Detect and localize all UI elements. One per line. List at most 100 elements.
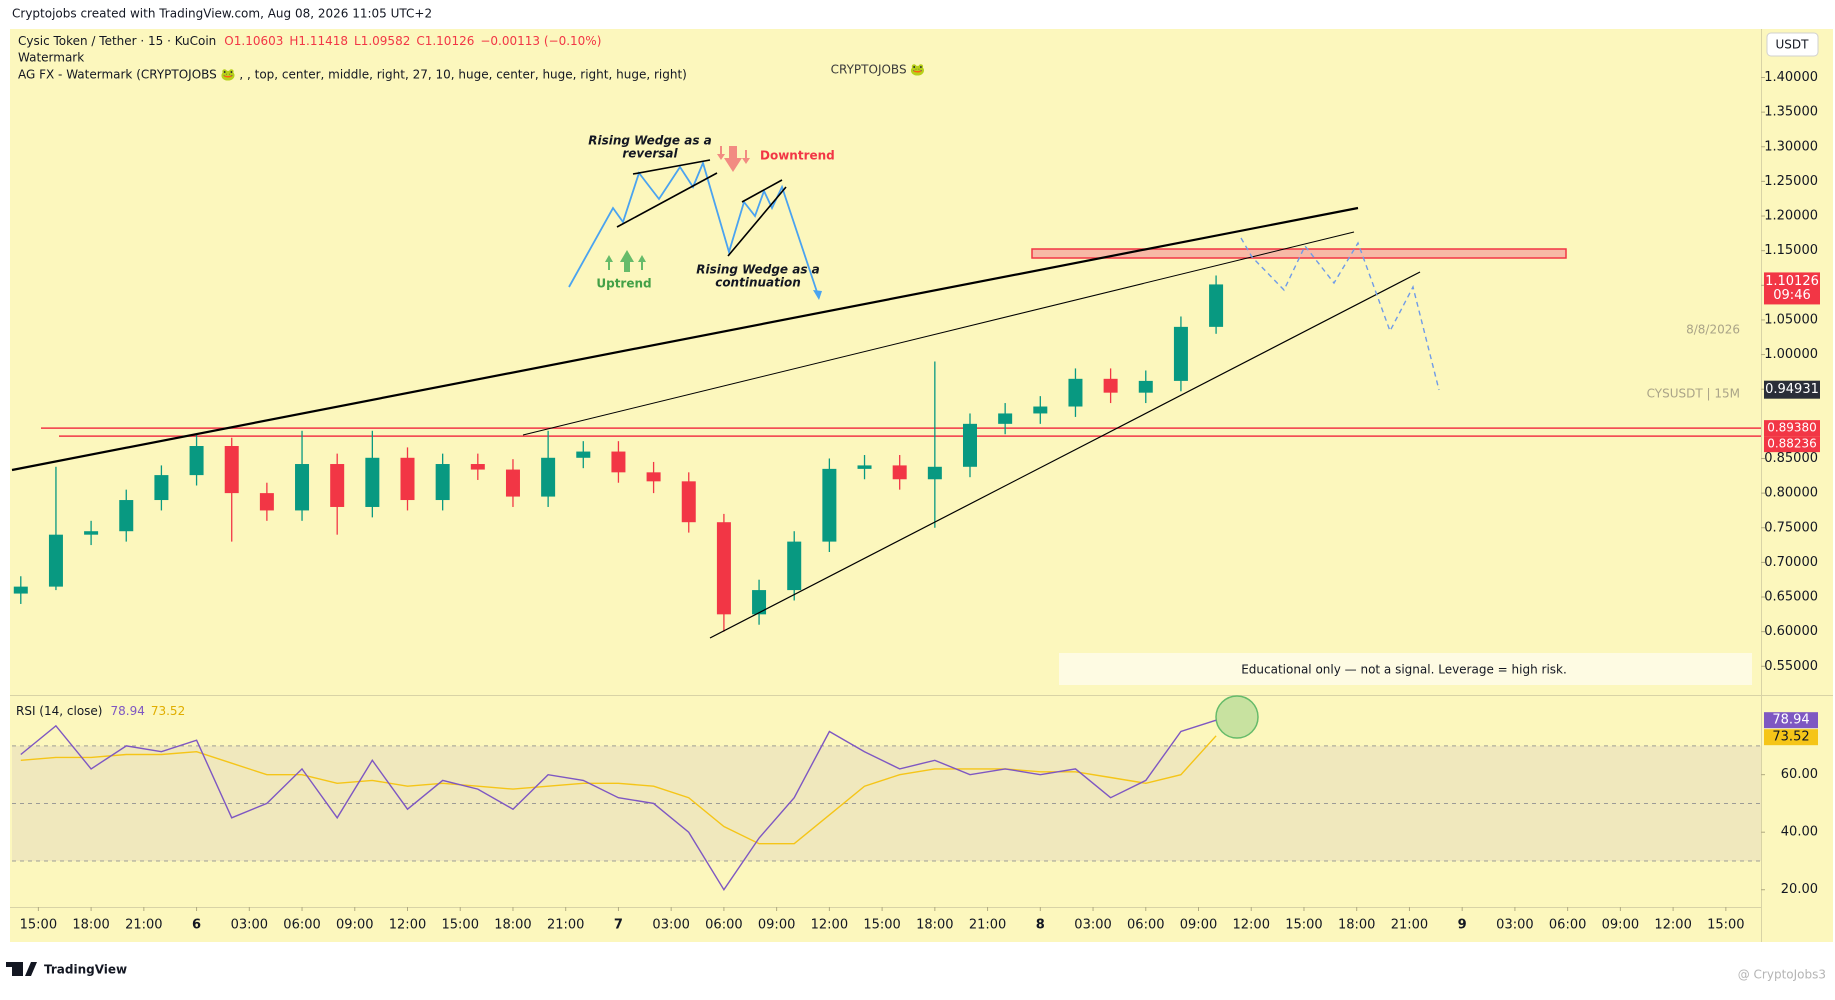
candle-body (998, 413, 1013, 424)
credit: Cryptojobs created with TradingView.com,… (12, 7, 432, 21)
ohlc-high: H1.11418 (289, 34, 348, 48)
logo-mark (6, 962, 23, 967)
drawing-label: Downtrend (760, 149, 835, 163)
currency[interactable]: USDT (1776, 38, 1810, 52)
x-tick-label: 12:00 (1233, 918, 1270, 933)
candle-body (892, 465, 907, 480)
candle-body (224, 446, 239, 494)
x-tick-label: 15:00 (442, 918, 479, 933)
highlight-circle (1215, 695, 1259, 739)
y-tick-label: 0.70000 (1764, 555, 1818, 570)
x-tick-label: 15:00 (20, 918, 57, 933)
ohlc-low: L1.09582 (354, 34, 410, 48)
x-tick-label: 06:00 (283, 918, 320, 933)
up-arrow (605, 255, 646, 270)
x-tick-label: 12:00 (389, 918, 426, 933)
y-tick-label: 60.00 (1781, 767, 1818, 782)
x-tick-label: 6 (192, 918, 201, 933)
logo-mark (25, 962, 37, 976)
x-tick-label: 03:00 (1074, 918, 1111, 933)
candle-body (681, 481, 696, 523)
last-price-badge (1764, 272, 1820, 305)
x-tick-label: 03:00 (1496, 918, 1533, 933)
drawing-label: Rising Wedge as a (588, 134, 712, 148)
rsi-legend: RSI (14, close) 78.94 73.52 (16, 704, 185, 718)
candle-body (119, 500, 134, 532)
candle-body (470, 464, 485, 470)
y-tick-label: 1.15000 (1764, 243, 1818, 258)
drawing-label: Rising Wedge as a (696, 263, 820, 277)
arrow-head (813, 290, 822, 300)
candle-body (295, 464, 310, 511)
candle-body (787, 541, 802, 591)
wedge-illustration (568, 160, 820, 299)
indicator-settings: AG FX - Watermark (CRYPTOJOBS 🐸 , , top,… (18, 68, 687, 82)
ohlc-change: −0.00113 (−0.10%) (480, 34, 601, 48)
watermark-symbol: CYSUSDT | 15M (1647, 387, 1740, 401)
candle-body (84, 531, 99, 535)
x-tick-label: 09:00 (336, 918, 373, 933)
x-tick-label: 21:00 (547, 918, 584, 933)
drawings (11, 146, 1567, 739)
x-tick-label: 7 (614, 918, 623, 933)
wedge-line (727, 186, 787, 257)
x-tick-label: 21:00 (125, 918, 162, 933)
trendline (709, 271, 1421, 639)
candle-body (48, 534, 63, 587)
y-tick-label: 0.60000 (1764, 624, 1818, 639)
x-tick-label: 06:00 (705, 918, 742, 933)
logo-text[interactable]: TradingView (44, 963, 127, 977)
candle-body (1209, 284, 1224, 327)
x-tick-label: 03:00 (652, 918, 689, 933)
candle-body (576, 451, 591, 458)
rsi-ma-value: 73.52 (151, 704, 185, 718)
candle-body (1138, 380, 1153, 393)
trendline (522, 231, 1355, 436)
x-tick-label: 12:00 (811, 918, 848, 933)
currency-box[interactable] (1766, 32, 1819, 57)
candle-body (435, 464, 450, 501)
ohlc-close: C1.10126 (416, 34, 474, 48)
down-arrow (717, 146, 750, 164)
x-tick-label: 15:00 (1707, 918, 1744, 933)
price-badge-label: 0.89380 (1767, 421, 1817, 435)
y-tick-label: 1.25000 (1764, 174, 1818, 189)
rsi-title: RSI (14, close) (16, 704, 102, 718)
candle-body (822, 468, 837, 542)
candle-body (259, 493, 274, 511)
rsi-badge-label: 73.52 (1772, 730, 1809, 745)
rsi-value: 78.94 (110, 704, 144, 718)
x-tick-label: 18:00 (916, 918, 953, 933)
drawing-label: Uptrend (596, 277, 651, 291)
x-tick-label: 09:00 (1602, 918, 1639, 933)
candle-body (1173, 326, 1188, 381)
wedge-line (741, 179, 783, 203)
candle-body (962, 423, 977, 467)
last-price-label: 1.10126 (1765, 274, 1819, 289)
trendline (11, 206, 1359, 472)
y-tick-label: 0.65000 (1764, 590, 1818, 605)
y-tick-label: 0.55000 (1764, 659, 1818, 674)
price-badge (1764, 420, 1820, 437)
candle-body (611, 451, 626, 473)
footer: TradingView @ CryptoJobs3 (6, 962, 1826, 982)
x-tick-label: 18:00 (1338, 918, 1375, 933)
footer-credit: @ CryptoJobs3 (1738, 968, 1826, 982)
watermark: CRYPTOJOBS 🐸 (831, 63, 926, 77)
down-arrow (724, 146, 742, 172)
price-badge (1764, 436, 1820, 453)
x-tick-label: 15:00 (1285, 918, 1322, 933)
x-tick-label: 09:00 (758, 918, 795, 933)
y-tick-label: 0.75000 (1764, 520, 1818, 535)
y-tick-label: 1.05000 (1764, 312, 1818, 327)
x-tick-label: 06:00 (1127, 918, 1164, 933)
drawing-label: continuation (715, 276, 801, 290)
wedge-line (616, 172, 718, 228)
candle-body (365, 457, 380, 507)
chart-background (10, 29, 1833, 942)
ohlc-open: O1.10603 (224, 34, 283, 48)
candle-body (154, 475, 169, 501)
projection-path (1240, 237, 1440, 391)
candle-body (400, 457, 415, 501)
